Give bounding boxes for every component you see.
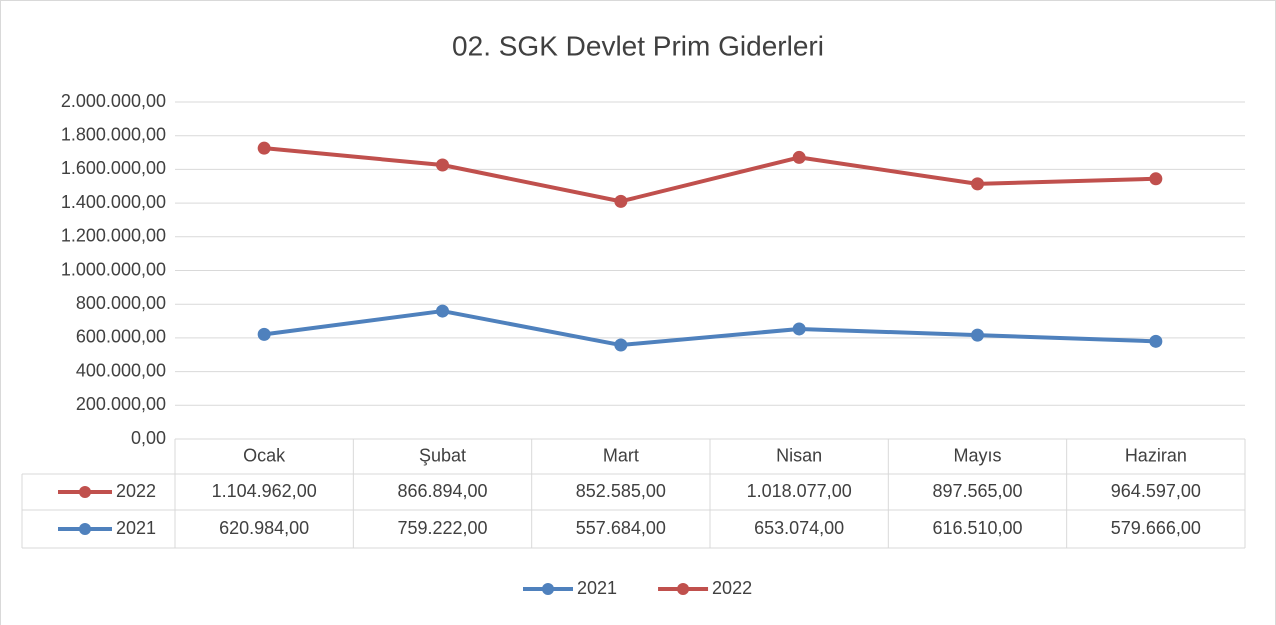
- table-cell: 1.018.077,00: [747, 481, 852, 501]
- data-point: [614, 338, 628, 352]
- y-tick-label: 1.800.000,00: [61, 124, 166, 144]
- table-cell: 579.666,00: [1111, 518, 1201, 538]
- x-tick-label: Mayıs: [953, 445, 1001, 465]
- table-cell: 759.222,00: [397, 518, 487, 538]
- y-tick-label: 400.000,00: [76, 360, 166, 380]
- table-cell: 897.565,00: [932, 481, 1022, 501]
- table-cell: 557.684,00: [576, 518, 666, 538]
- data-point: [792, 322, 806, 336]
- table-cell: 852.585,00: [576, 481, 666, 501]
- series-line: [263, 146, 1156, 204]
- y-tick-label: 0,00: [131, 428, 166, 448]
- x-tick-label: Mart: [603, 445, 639, 465]
- data-point: [1149, 334, 1163, 348]
- table-cell: 866.894,00: [397, 481, 487, 501]
- y-tick-label: 1.600.000,00: [61, 158, 166, 178]
- table-series-name: 2022: [116, 481, 156, 501]
- table-cell: 1.104.962,00: [212, 481, 317, 501]
- x-tick-label: Şubat: [419, 445, 466, 465]
- y-tick-label: 2.000.000,00: [61, 91, 166, 111]
- chart-title: 02. SGK Devlet Prim Giderleri: [452, 30, 824, 61]
- data-point: [971, 177, 984, 191]
- x-tick-label: Nisan: [776, 445, 822, 465]
- data-point: [257, 141, 271, 155]
- table-cell: 964.597,00: [1111, 481, 1201, 501]
- data-point: [436, 158, 449, 172]
- table-cell: 620.984,00: [219, 518, 309, 538]
- legend-marker: [79, 486, 91, 498]
- data-point: [1149, 172, 1163, 186]
- legend-marker: [677, 583, 690, 595]
- legend-label: 2022: [712, 578, 752, 598]
- y-tick-label: 200.000,00: [76, 394, 166, 414]
- y-tick-label: 1.200.000,00: [61, 226, 166, 246]
- legend-marker: [542, 583, 554, 595]
- legend-marker: [79, 523, 91, 535]
- data-point: [436, 304, 449, 318]
- y-tick-label: 600.000,00: [76, 327, 166, 347]
- series-line: [263, 309, 1156, 348]
- x-tick-label: Haziran: [1125, 445, 1187, 465]
- table-series-name: 2021: [116, 518, 156, 538]
- y-tick-label: 800.000,00: [76, 293, 166, 313]
- x-tick-label: Ocak: [243, 445, 286, 465]
- data-point: [614, 194, 628, 208]
- legend-label: 2021: [577, 578, 617, 598]
- data-point: [792, 150, 806, 164]
- data-point: [257, 327, 271, 341]
- data-point: [971, 328, 984, 342]
- y-tick-label: 1.000.000,00: [61, 259, 166, 279]
- table-cell: 653.074,00: [754, 518, 844, 538]
- y-tick-label: 1.400.000,00: [61, 192, 166, 212]
- table-cell: 616.510,00: [932, 518, 1022, 538]
